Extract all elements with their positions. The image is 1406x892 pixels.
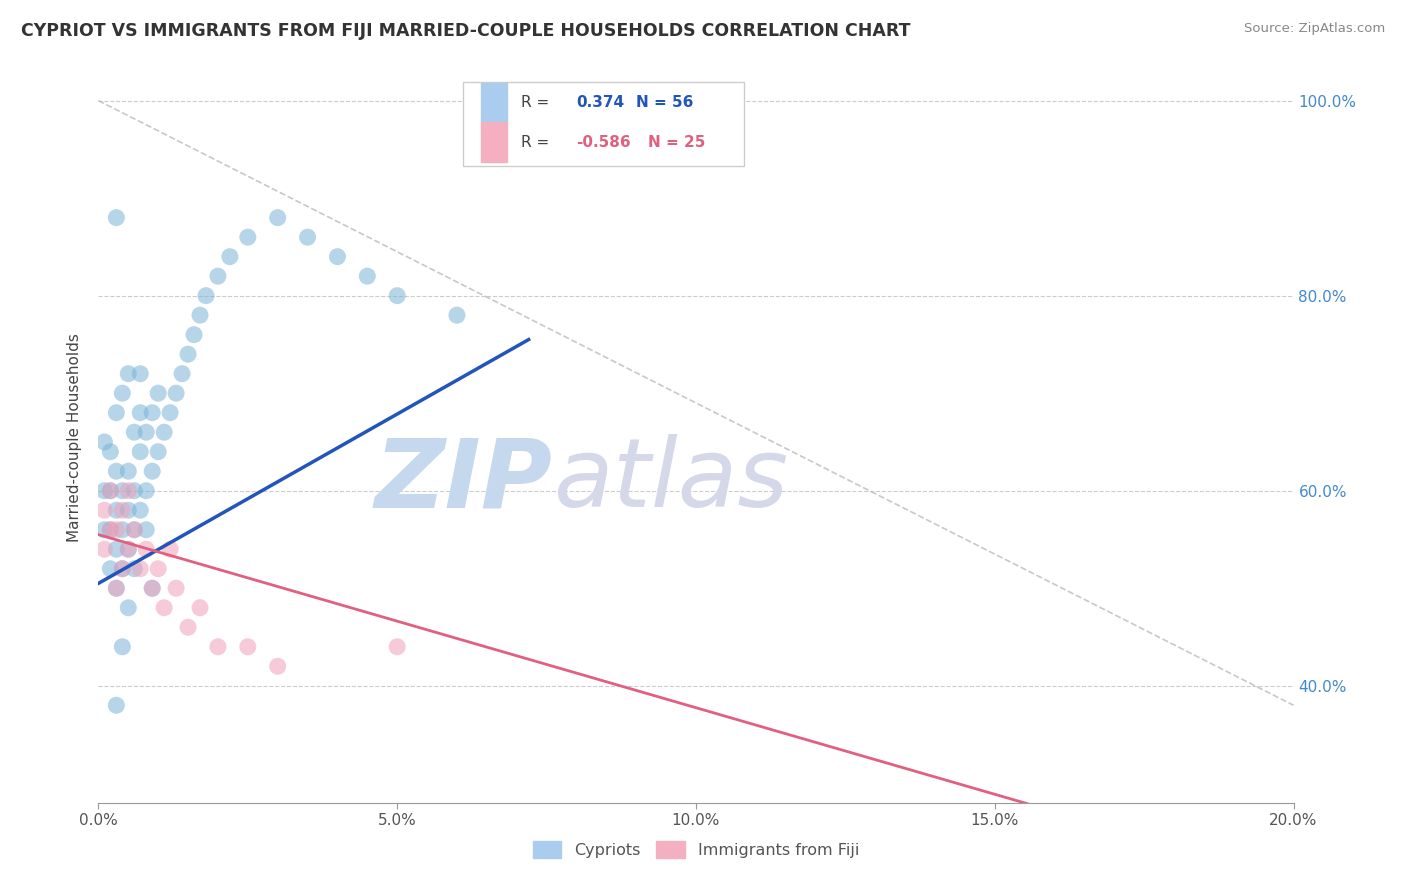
Point — [129, 406, 152, 420]
Point — [153, 425, 176, 440]
Point — [172, 367, 194, 381]
Text: 0.374: 0.374 — [576, 95, 624, 111]
Legend: Cypriots, Immigrants from Fiji: Cypriots, Immigrants from Fiji — [526, 835, 866, 864]
Point — [117, 483, 139, 498]
Point — [117, 600, 139, 615]
Text: R =: R = — [522, 95, 554, 111]
Point — [117, 503, 139, 517]
Point — [141, 464, 163, 478]
Point — [135, 523, 157, 537]
Point — [98, 523, 122, 537]
Point — [148, 444, 170, 458]
Point — [111, 523, 134, 537]
Point — [446, 308, 468, 322]
Text: -0.586: -0.586 — [576, 135, 631, 150]
Point — [188, 308, 211, 322]
Point — [93, 434, 115, 449]
Point — [326, 250, 349, 264]
Point — [111, 640, 134, 654]
Point — [105, 464, 128, 478]
Point — [105, 503, 128, 517]
Point — [165, 386, 187, 401]
Point — [129, 444, 152, 458]
Point — [98, 444, 122, 458]
Point — [267, 659, 290, 673]
Point — [141, 406, 163, 420]
Point — [124, 425, 146, 440]
Point — [219, 250, 242, 264]
Point — [183, 327, 205, 342]
Point — [98, 562, 122, 576]
Point — [159, 406, 181, 420]
Point — [93, 542, 115, 557]
Point — [105, 581, 128, 595]
Point — [236, 230, 259, 244]
Text: CYPRIOT VS IMMIGRANTS FROM FIJI MARRIED-COUPLE HOUSEHOLDS CORRELATION CHART: CYPRIOT VS IMMIGRANTS FROM FIJI MARRIED-… — [21, 22, 911, 40]
Point — [153, 600, 176, 615]
Point — [111, 562, 134, 576]
Point — [105, 211, 128, 225]
Point — [105, 698, 128, 713]
Point — [135, 542, 157, 557]
Point — [124, 562, 146, 576]
Point — [135, 425, 157, 440]
Point — [117, 464, 139, 478]
Y-axis label: Married-couple Households: Married-couple Households — [67, 333, 83, 541]
Point — [98, 483, 122, 498]
Text: N = 56: N = 56 — [637, 95, 693, 111]
Point — [105, 406, 128, 420]
Point — [148, 562, 170, 576]
Point — [93, 523, 115, 537]
Point — [141, 581, 163, 595]
Point — [117, 367, 139, 381]
Point — [105, 581, 128, 595]
Point — [236, 640, 259, 654]
Point — [207, 640, 229, 654]
Point — [165, 581, 187, 595]
Point — [111, 483, 134, 498]
Text: ZIP: ZIP — [374, 434, 553, 527]
Point — [117, 542, 139, 557]
Text: R =: R = — [522, 135, 554, 150]
Point — [111, 562, 134, 576]
Point — [148, 386, 170, 401]
Point — [129, 562, 152, 576]
Point — [105, 542, 128, 557]
Point — [207, 269, 229, 284]
Text: Source: ZipAtlas.com: Source: ZipAtlas.com — [1244, 22, 1385, 36]
Text: atlas: atlas — [553, 434, 787, 527]
Point — [195, 288, 218, 302]
Point — [124, 483, 146, 498]
Text: N = 25: N = 25 — [648, 135, 706, 150]
Point — [141, 581, 163, 595]
Point — [124, 523, 146, 537]
Point — [135, 483, 157, 498]
Point — [385, 640, 409, 654]
Point — [98, 523, 122, 537]
Point — [93, 503, 115, 517]
Point — [177, 620, 200, 634]
Point — [1192, 855, 1215, 869]
Point — [117, 542, 139, 557]
Point — [385, 288, 409, 302]
Point — [267, 211, 290, 225]
Point — [129, 503, 152, 517]
Point — [177, 347, 200, 361]
Point — [105, 523, 128, 537]
Point — [98, 483, 122, 498]
Point — [356, 269, 378, 284]
Point — [111, 386, 134, 401]
Point — [111, 503, 134, 517]
Point — [188, 600, 211, 615]
Point — [159, 542, 181, 557]
Point — [93, 483, 115, 498]
FancyBboxPatch shape — [481, 83, 508, 123]
FancyBboxPatch shape — [481, 122, 508, 162]
Point — [124, 523, 146, 537]
Point — [129, 367, 152, 381]
FancyBboxPatch shape — [463, 82, 744, 167]
Point — [297, 230, 319, 244]
